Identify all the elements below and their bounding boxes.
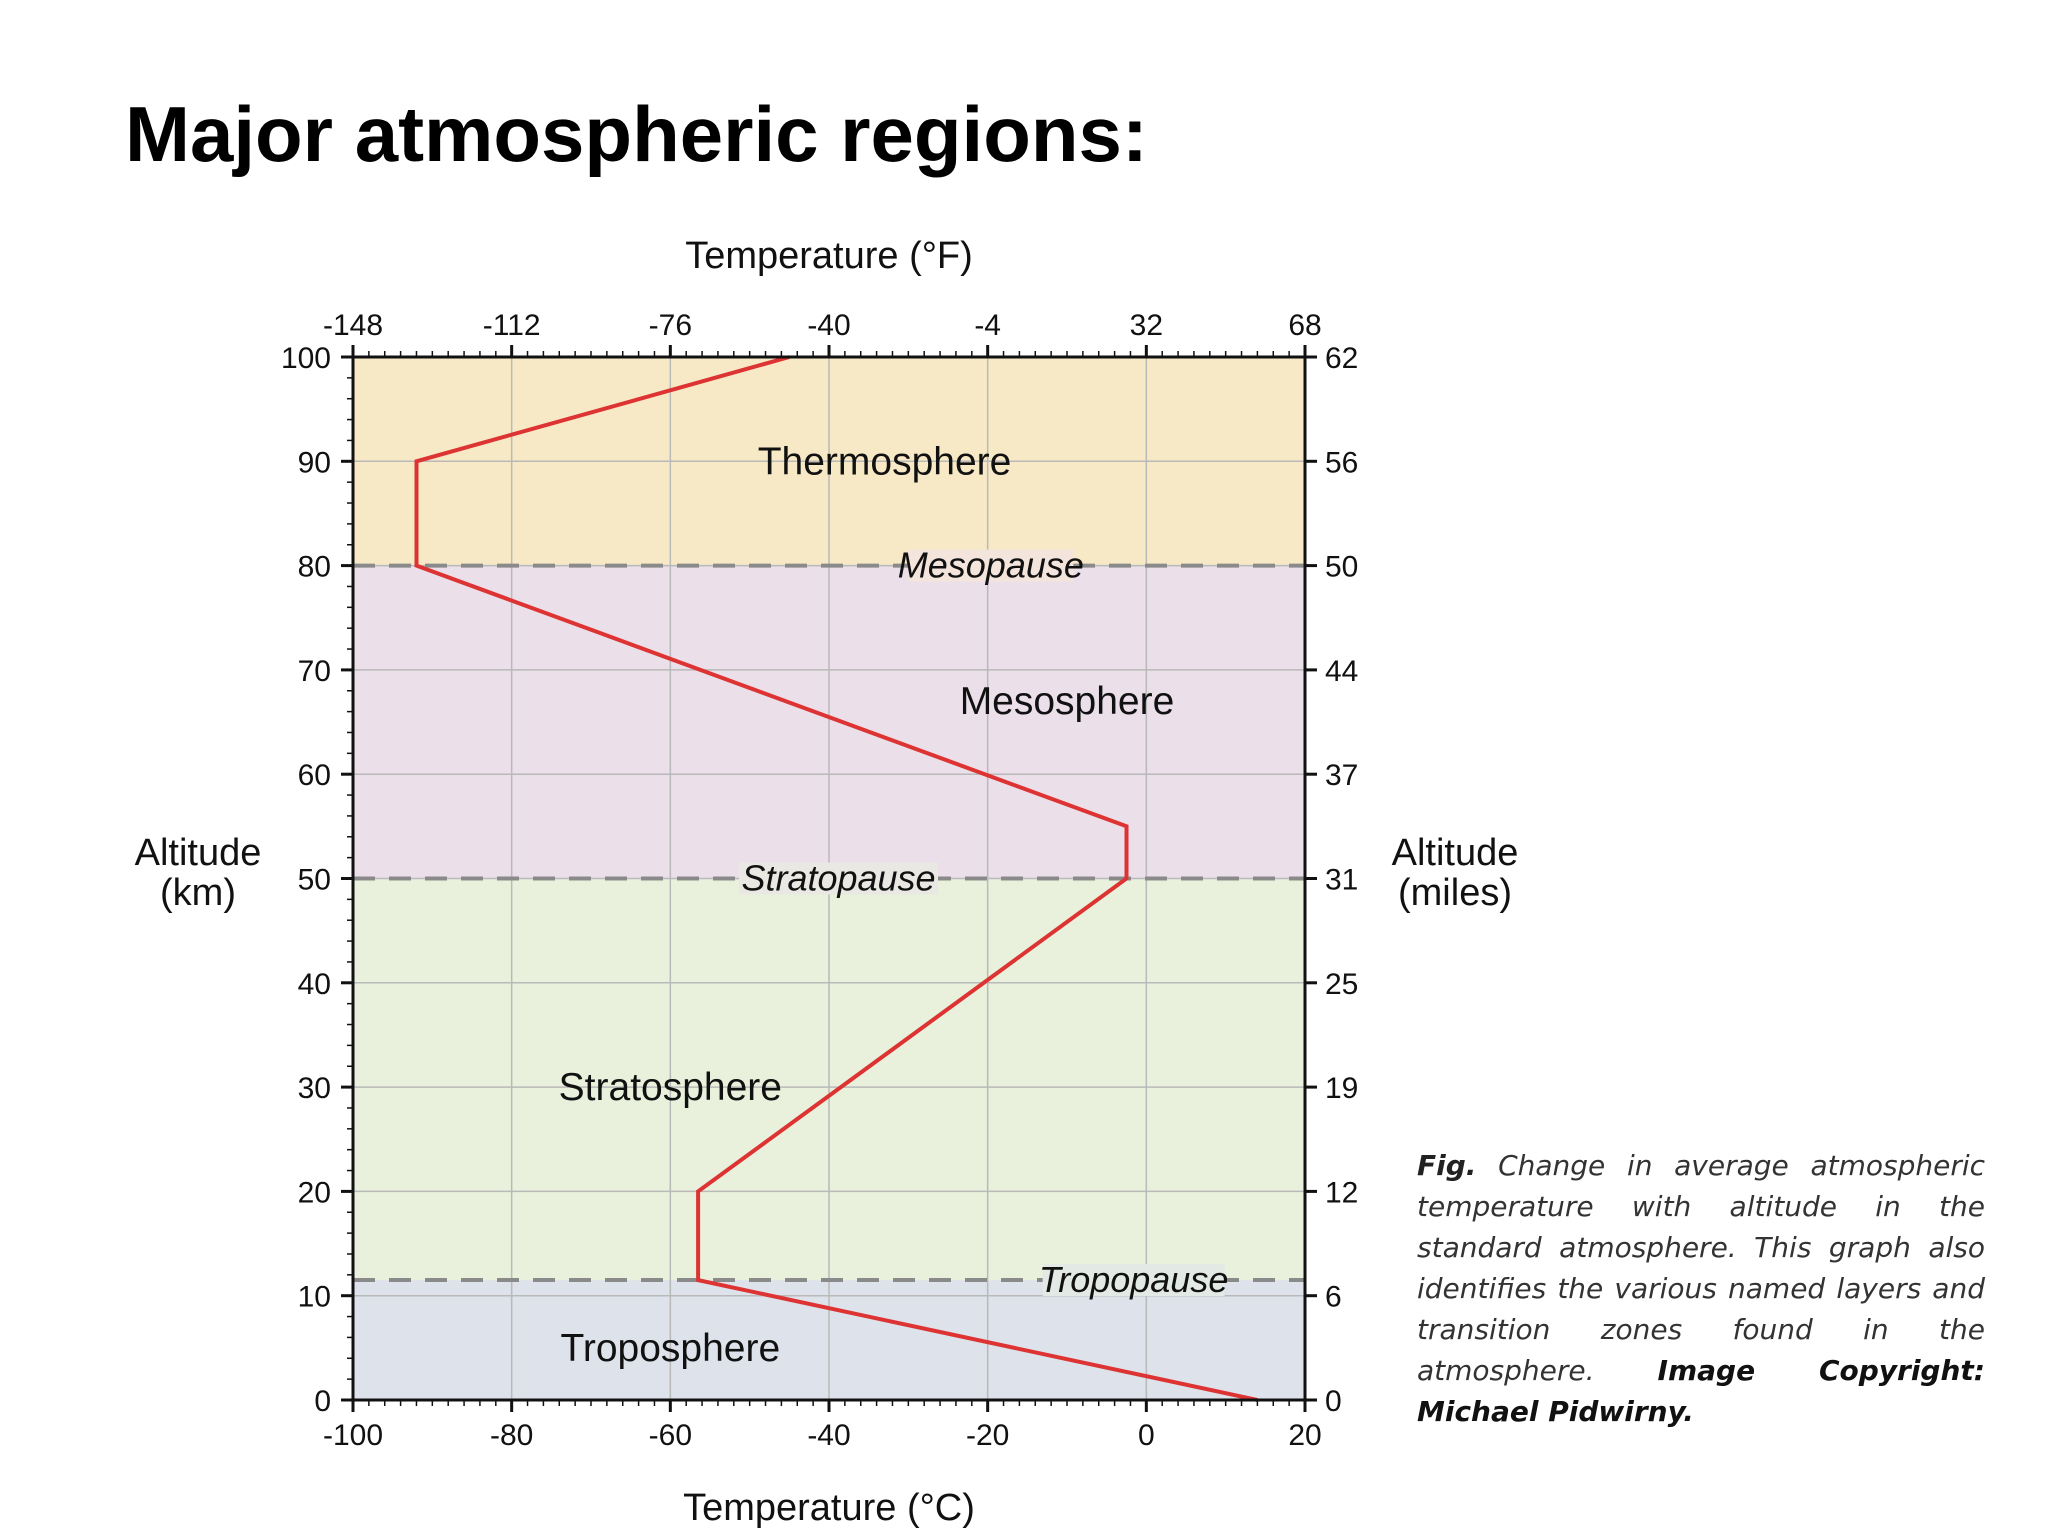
axis-tick-labels: -100-148-80-112-60-76-40-40-20-403220680… bbox=[281, 309, 1358, 1452]
y2-tick-label: 31 bbox=[1325, 864, 1358, 897]
x-tick-label: -100 bbox=[323, 1419, 383, 1452]
y2-tick-label: 37 bbox=[1325, 759, 1358, 792]
y2-tick-label: 56 bbox=[1325, 446, 1358, 479]
caption-text: Change in average atmospheric temperatur… bbox=[1417, 1149, 1985, 1387]
layer-labels: Troposphere Stratosphere Mesosphere Thermos… bbox=[559, 440, 1175, 1370]
x-tick-label: -40 bbox=[807, 1419, 850, 1452]
x2-axis-title: Temperature (°F) bbox=[685, 235, 973, 277]
caption-lead: Fig. bbox=[1417, 1149, 1477, 1182]
y2-tick-label: 62 bbox=[1325, 342, 1358, 375]
y-tick-label: 30 bbox=[298, 1072, 331, 1105]
y2-axis-title: Altitude (miles) bbox=[1392, 832, 1519, 914]
x-tick-label: -80 bbox=[490, 1419, 533, 1452]
axis-titles: Temperature (°C) Temperature (°F) Altitude… bbox=[135, 235, 1519, 1529]
mesopause-label-bg bbox=[908, 549, 1074, 582]
thermosphere-label: Thermosphere bbox=[758, 440, 1012, 483]
temperature-line bbox=[414, 355, 1258, 1402]
y-tick-label: 60 bbox=[298, 759, 331, 792]
axis-ticks bbox=[341, 345, 1317, 1412]
x2-tick-label: 32 bbox=[1130, 309, 1163, 342]
x2-tick-label: -148 bbox=[323, 309, 383, 342]
y-tick-label: 10 bbox=[298, 1281, 331, 1314]
x2-tick-label: 68 bbox=[1288, 309, 1321, 342]
stratopause-label: Stratopause bbox=[741, 858, 935, 899]
x-tick-label: -20 bbox=[966, 1419, 1009, 1452]
y-tick-label: 80 bbox=[298, 551, 331, 584]
data-point bbox=[415, 460, 417, 462]
stratosphere-label: Stratosphere bbox=[559, 1066, 782, 1109]
x2-tick-label: -4 bbox=[974, 309, 1001, 342]
data-point bbox=[415, 565, 417, 567]
x-tick-label: -60 bbox=[649, 1419, 692, 1452]
y2-tick-label: 25 bbox=[1325, 968, 1358, 1001]
y2-tick-label: 44 bbox=[1325, 655, 1358, 688]
mesopause-label: Mesopause bbox=[898, 545, 1084, 586]
data-point bbox=[1126, 878, 1127, 879]
y-tick-label: 0 bbox=[314, 1385, 331, 1418]
y2-tick-label: 6 bbox=[1325, 1281, 1342, 1314]
y-tick-label: 20 bbox=[298, 1176, 331, 1209]
y-tick-label: 100 bbox=[281, 342, 331, 375]
data-point bbox=[697, 1190, 699, 1192]
x2-tick-label: -112 bbox=[483, 309, 541, 342]
x-tick-label: 0 bbox=[1138, 1419, 1155, 1452]
slide-title: Major atmospheric regions: bbox=[125, 90, 1148, 178]
caption-credit: Image Copyright: Michael Pidwirny. bbox=[1417, 1354, 1985, 1428]
boundary-lines: Tropopause Stratopause Mesopause bbox=[353, 545, 1305, 1300]
x-tick-label: 20 bbox=[1288, 1419, 1321, 1452]
y2-tick-label: 0 bbox=[1325, 1385, 1342, 1418]
y2-tick-label: 50 bbox=[1325, 551, 1358, 584]
y2-tick-label: 19 bbox=[1325, 1072, 1358, 1105]
mesosphere-label: Mesosphere bbox=[960, 680, 1175, 723]
y2-tick-label: 12 bbox=[1325, 1176, 1358, 1209]
x2-tick-label: -40 bbox=[807, 309, 850, 342]
y-tick-label: 40 bbox=[298, 968, 331, 1001]
y-tick-label: 70 bbox=[298, 655, 331, 688]
tropopause-label: Tropopause bbox=[1039, 1259, 1228, 1300]
y-tick-label: 90 bbox=[298, 446, 331, 479]
tropopause-label-bg bbox=[1042, 1264, 1225, 1297]
x2-tick-label: -76 bbox=[649, 309, 692, 342]
figure-caption: Fig. Change in average atmospheric tempe… bbox=[1417, 1145, 1985, 1432]
troposphere-label: Troposphere bbox=[560, 1327, 780, 1370]
y-axis-title: Altitude (km) bbox=[135, 832, 262, 914]
data-point bbox=[1126, 825, 1127, 827]
data-point bbox=[697, 1279, 699, 1281]
y-tick-label: 50 bbox=[298, 864, 331, 897]
x-axis-title: Temperature (°C) bbox=[683, 1487, 975, 1529]
stratopause-label-bg bbox=[739, 862, 939, 895]
